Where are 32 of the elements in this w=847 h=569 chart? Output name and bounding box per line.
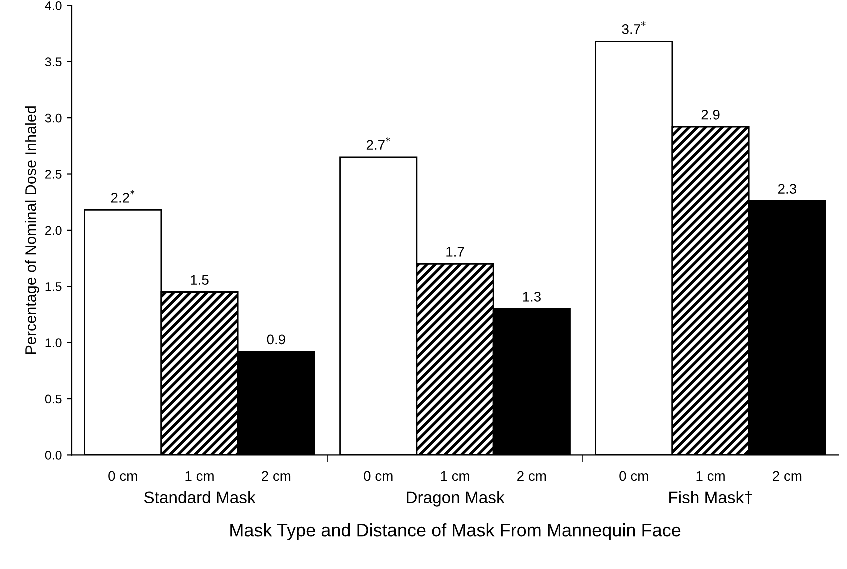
- series-label: 0 cm: [108, 471, 138, 482]
- data-label: 3.7$^{*}$: [622, 22, 646, 34]
- data-label: 1.5: [191, 275, 209, 286]
- y-tick-label: 1.0: [46, 338, 62, 348]
- y-tick-label: 3.0: [45, 114, 62, 123]
- data-label: 2.2$^{*}$: [111, 190, 135, 203]
- y-tick-label: 1.5: [46, 282, 62, 292]
- y-tick-label: 4.0: [45, 1, 62, 10]
- data-label: 2.3: [778, 184, 796, 194]
- series-label: 1 cm: [186, 471, 214, 482]
- x-axis-title: Mask Type and Distance of Mask From Mannequin Face: [230, 524, 681, 540]
- data-label: 1.7: [446, 247, 464, 257]
- x-tick-label: Fish Mask†: [670, 491, 752, 505]
- data-label: 2.7$^{*}$: [366, 137, 390, 150]
- data-label: 1.3: [523, 292, 541, 302]
- text: 2 cm: [518, 471, 546, 482]
- text: 1 cm: [441, 471, 470, 482]
- data-label: 2.9: [702, 110, 720, 120]
- y-tick-label: 2.0: [46, 226, 62, 236]
- text: 0 cm: [364, 471, 393, 482]
- y-tick-label: 0.0: [45, 451, 62, 460]
- x-tick-label: Dragon Mask: [407, 491, 505, 507]
- series-label: 2 cm: [262, 471, 291, 482]
- x-tick-label: Standard Mask: [144, 491, 256, 504]
- data-label: 0.9: [267, 334, 286, 345]
- y-axis-title: Percentage of Nominal Dose Inhaled: [25, 106, 40, 354]
- y-tick-label: 2.5: [46, 170, 62, 179]
- y-tick-label: 3.5: [45, 58, 62, 67]
- y-tick-label: 0.5: [45, 394, 62, 404]
- text: 0 cm: [620, 471, 648, 482]
- text: 1 cm: [696, 471, 725, 482]
- text: 2 cm: [773, 471, 802, 482]
